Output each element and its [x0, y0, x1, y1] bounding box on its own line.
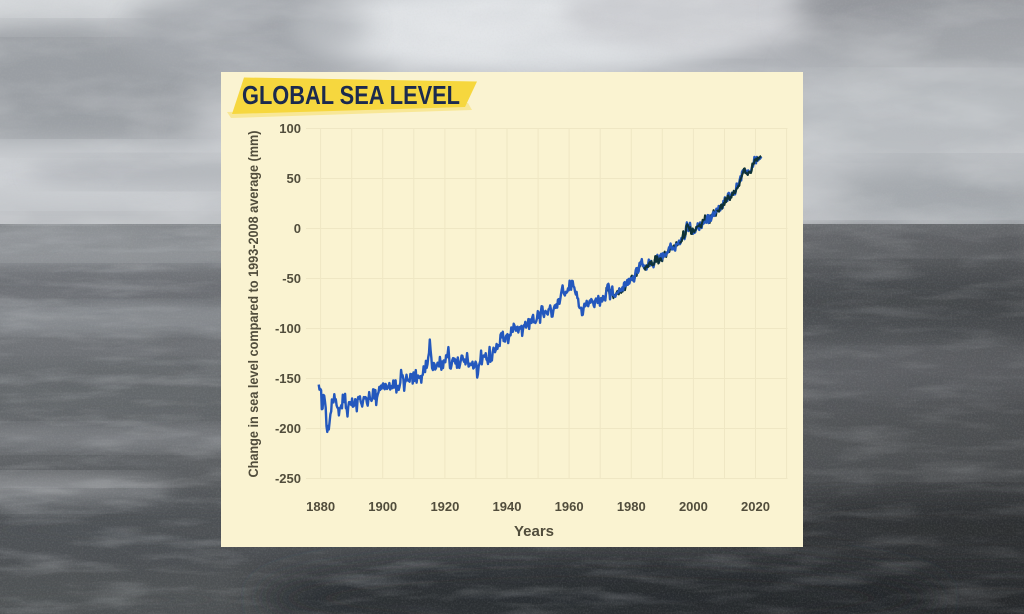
svg-text:GLOBAL SEA LEVEL: GLOBAL SEA LEVEL: [242, 80, 460, 110]
svg-text:2000: 2000: [679, 499, 708, 514]
svg-text:1880: 1880: [306, 499, 335, 514]
svg-text:1960: 1960: [555, 499, 584, 514]
svg-text:1980: 1980: [617, 499, 646, 514]
svg-text:-150: -150: [275, 371, 301, 386]
svg-text:1940: 1940: [493, 499, 522, 514]
svg-text:2020: 2020: [741, 499, 770, 514]
svg-text:-50: -50: [282, 271, 301, 286]
svg-text:-200: -200: [275, 421, 301, 436]
svg-text:1900: 1900: [368, 499, 397, 514]
svg-text:Years: Years: [514, 523, 554, 540]
svg-text:-100: -100: [275, 321, 301, 336]
svg-text:Change in sea level compared t: Change in sea level compared to 1993-200…: [246, 131, 261, 478]
svg-text:100: 100: [279, 121, 301, 136]
svg-text:-250: -250: [275, 471, 301, 486]
svg-text:0: 0: [294, 221, 301, 236]
svg-text:50: 50: [287, 171, 301, 186]
svg-text:1920: 1920: [430, 499, 459, 514]
